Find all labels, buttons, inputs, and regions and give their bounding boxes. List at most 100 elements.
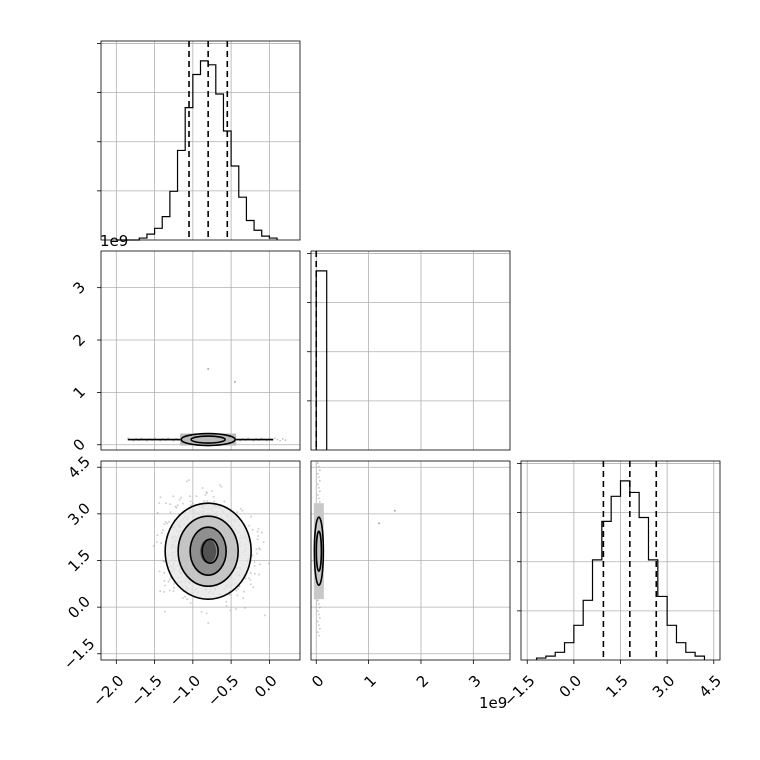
panel-2-0-density <box>152 479 270 624</box>
panel-1-0-point-58 <box>281 438 284 440</box>
panel-2-0-point-442 <box>257 534 260 537</box>
panel-2-0-point-535 <box>252 586 255 589</box>
panel-2-0-point-380 <box>237 587 240 590</box>
panel-2-1-point-45 <box>316 620 319 623</box>
panel-2-0-point-874 <box>225 600 228 603</box>
panel-2-0-point-407 <box>186 598 189 601</box>
panel-2-0-point-547 <box>249 571 252 574</box>
panel-2-1-outlier-1 <box>393 509 396 512</box>
panel-1-1-histogram <box>315 270 328 450</box>
panel-2-0-point-707 <box>162 559 165 562</box>
panel-2-0-point-645 <box>225 604 228 607</box>
panel-2-0-point-884 <box>189 602 192 605</box>
panel-2-1-point-39 <box>316 599 319 602</box>
panel-2-0-point-6 <box>256 538 259 541</box>
panel-2-0-point-898 <box>190 504 193 507</box>
panel-2-0-point-511 <box>167 580 170 583</box>
panel-2-0-point-714 <box>205 491 208 494</box>
panel-2-1-x-tick-label-1: 1 <box>360 672 379 691</box>
panel-1-0-y-tick-label-0: 0 <box>69 435 88 454</box>
panel-2-1-point-10 <box>317 497 320 500</box>
panel-2-0-point-237 <box>172 590 175 593</box>
panel-2-0-point-323 <box>164 584 167 587</box>
panel-2-0-point-726 <box>223 500 226 503</box>
panel-2-1-point-11 <box>318 500 321 503</box>
panel-2-0-point-161 <box>168 589 171 592</box>
panel-2-0-point-484 <box>158 502 161 505</box>
panel-2-0-point-855 <box>260 531 263 534</box>
panel-2-0-point-81 <box>185 480 188 483</box>
panel-1-0-y-ticks: 0 1 2 3 <box>69 278 101 455</box>
panel-2-0-point-306 <box>152 545 155 548</box>
panel-2-1-density <box>313 462 396 637</box>
panel-2-0-frame <box>100 460 301 661</box>
panel-2-0-point-616 <box>250 515 253 518</box>
panel-2-0-x-tick-label-0: −2.0 <box>89 672 127 710</box>
panel-2-1-point-9 <box>316 493 319 496</box>
panel-2-0-point-583 <box>242 597 245 600</box>
panel-2-0-point-38 <box>189 500 192 503</box>
panel-2-0-x-tick-label-4: 0.0 <box>251 672 281 702</box>
panel-2-0-y-tick-label-1: 0.0 <box>64 593 94 623</box>
panel-0-0-histogram <box>116 60 278 241</box>
panel-2-0-x-tick-label-2: −1.0 <box>166 672 204 710</box>
panel-2-0-point-561 <box>163 579 166 582</box>
panel-1-0-y-tick-label-3: 3 <box>69 278 88 297</box>
panel-2-0-point-826 <box>235 589 238 592</box>
panel-2-0-point-503 <box>155 541 158 544</box>
panel-2-0-point-270 <box>220 485 223 488</box>
panel-2-1-point-8 <box>318 490 321 493</box>
panel-2-0-point-521 <box>182 502 185 505</box>
panel-2-2-x-tick-label-1: 0.0 <box>556 672 586 702</box>
panel-2-0-point-164 <box>163 571 166 574</box>
panel-2-1-point-46 <box>317 624 320 626</box>
panel-2-0-point-219 <box>236 594 239 597</box>
panel-1-0-density <box>127 367 287 447</box>
panel-1-0-point-56 <box>276 438 279 441</box>
panel-2-0-point-303 <box>238 585 241 588</box>
panel-2-0-point-807 <box>161 531 164 534</box>
panel-2-0-shade-3 <box>200 539 217 564</box>
panel-2-0-point-563 <box>163 560 166 563</box>
panel-2-0-point-482 <box>195 495 198 498</box>
panel-2-1-point-43 <box>317 613 320 616</box>
panel-2-0-point-282 <box>267 562 270 565</box>
panel-2-2-frame <box>520 460 721 661</box>
panel-2-1-point-7 <box>317 486 320 489</box>
panel-2-0-point-378 <box>257 527 260 530</box>
panel-2-0-point-452 <box>191 502 194 505</box>
panel-2-1-point-6 <box>316 483 319 486</box>
panel-2-0-point-556 <box>172 586 175 589</box>
panel-2-1-point-1 <box>317 465 320 468</box>
panel-2-1-x-tick-label-0: 0 <box>308 672 327 691</box>
panel-2-1-point-5 <box>318 479 321 482</box>
panel-2-0-point-44 <box>178 498 181 501</box>
panel-2-0-point-89 <box>244 606 247 609</box>
panel-2-0-point-737 <box>256 552 259 555</box>
panel-2-0-contour-1 <box>177 515 239 587</box>
panel-2-0-y-tick-label-3: 3.0 <box>64 499 94 529</box>
panel-2-0-point-487 <box>262 541 265 544</box>
panel-2-2-histogram <box>535 480 706 660</box>
panel-2-0-y-tick-label-2: 1.5 <box>64 546 94 576</box>
panel-2-1-point-49 <box>317 634 320 637</box>
panel-2-0-point-888 <box>188 495 191 498</box>
panel-2-0-point-767 <box>169 511 172 514</box>
panel-1-0-point-57 <box>279 439 282 442</box>
panel-2-1-point-47 <box>318 627 321 630</box>
panel-2-0-point-71 <box>247 577 250 580</box>
panel-2-0-point-581 <box>159 590 162 593</box>
panel-2-0-point-748 <box>161 529 164 532</box>
panel-2-0-point-731 <box>207 621 210 624</box>
panel-2-1-contour-0 <box>313 516 325 586</box>
panel-1-0-frame <box>100 250 301 451</box>
panel-2-0-point-594 <box>241 509 244 512</box>
panel-2-0-point-371 <box>253 572 256 575</box>
panel-2-1-point-3 <box>316 472 319 475</box>
panel-2-0-y-tick-label-0: −1.5 <box>60 635 98 673</box>
panel-2-0-point-571 <box>244 577 247 580</box>
panel-2-0-point-880 <box>163 610 166 613</box>
panel-2-0-point-531 <box>239 507 242 510</box>
panel-1-1-grid <box>315 251 474 450</box>
